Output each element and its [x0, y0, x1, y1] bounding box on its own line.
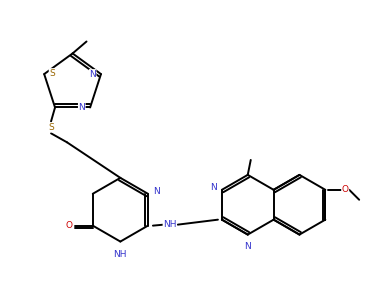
Text: S: S — [49, 69, 55, 78]
Text: N: N — [244, 242, 251, 250]
Text: N: N — [78, 103, 85, 112]
Text: N: N — [210, 183, 217, 192]
Text: S: S — [48, 123, 54, 132]
Text: O: O — [342, 185, 349, 194]
Text: O: O — [65, 221, 73, 230]
Text: NH: NH — [114, 250, 127, 258]
Text: N: N — [153, 187, 160, 196]
Text: NH: NH — [163, 220, 176, 229]
Text: N: N — [89, 70, 96, 78]
